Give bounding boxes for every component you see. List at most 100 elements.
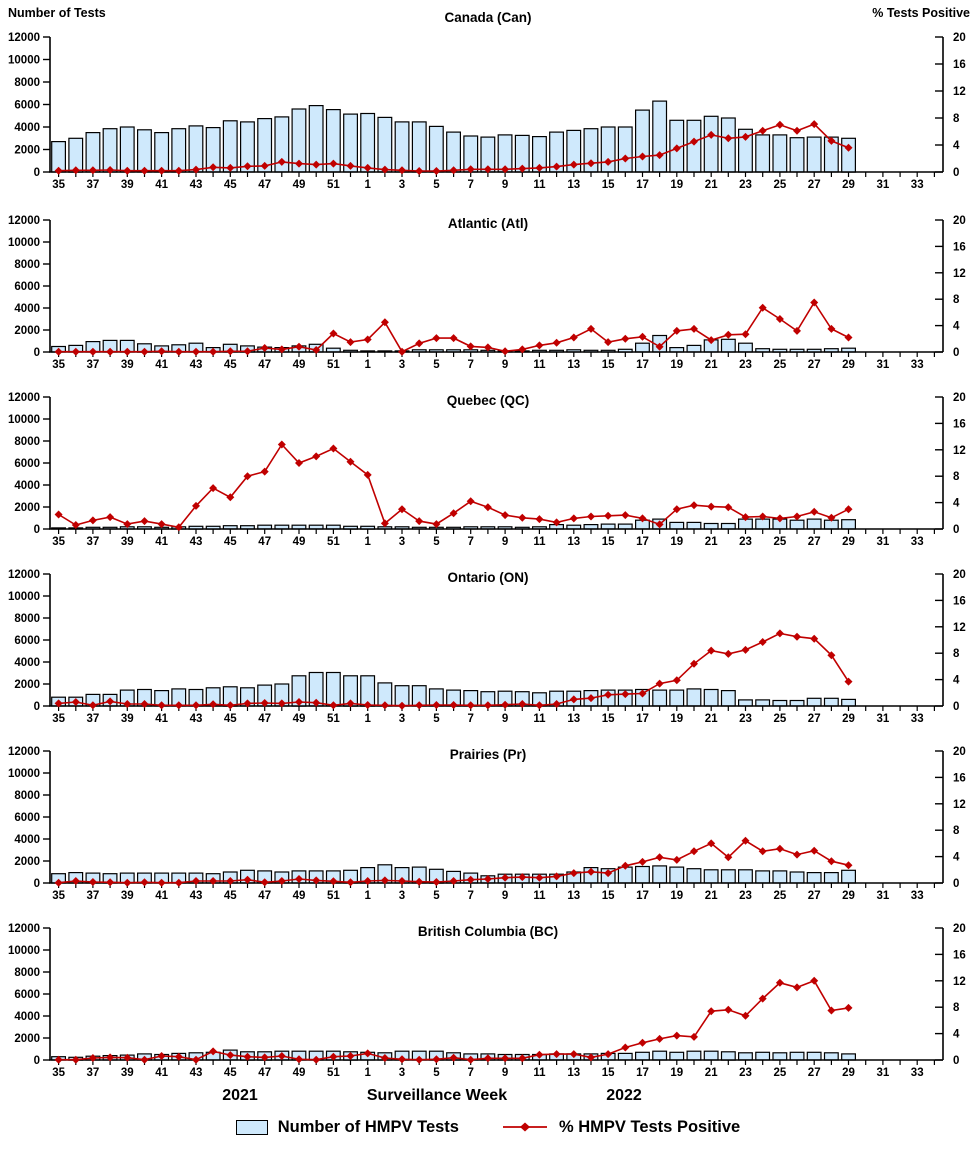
- svg-text:1: 1: [364, 890, 371, 902]
- svg-text:13: 13: [567, 536, 580, 548]
- legend: Number of HMPV Tests % HMPV Tests Positi…: [0, 1113, 976, 1141]
- svg-text:45: 45: [224, 890, 237, 902]
- x-axis-footer: 2021 Surveillance Week 2022: [0, 1087, 976, 1111]
- svg-text:43: 43: [190, 713, 203, 725]
- svg-text:17: 17: [636, 536, 649, 548]
- svg-text:12000: 12000: [8, 215, 40, 227]
- svg-text:41: 41: [155, 890, 168, 902]
- svg-text:6000: 6000: [14, 458, 40, 470]
- svg-text:7: 7: [467, 536, 473, 548]
- svg-text:45: 45: [224, 1067, 237, 1079]
- svg-text:7: 7: [467, 359, 473, 371]
- svg-text:35: 35: [52, 713, 65, 725]
- right-axis-title: % Tests Positive: [872, 6, 970, 20]
- svg-text:29: 29: [842, 1067, 855, 1079]
- svg-text:13: 13: [567, 179, 580, 191]
- svg-text:9: 9: [502, 890, 508, 902]
- svg-text:21: 21: [705, 713, 718, 725]
- panel-title-quebec: Quebec (QC): [446, 393, 530, 408]
- svg-text:6000: 6000: [14, 100, 40, 112]
- svg-text:0: 0: [953, 347, 959, 359]
- svg-text:25: 25: [774, 359, 787, 371]
- svg-text:20: 20: [953, 746, 966, 758]
- svg-text:2000: 2000: [14, 679, 40, 691]
- panel-title-atlantic: Atlantic (Atl): [447, 216, 529, 231]
- svg-text:11: 11: [533, 890, 546, 902]
- svg-text:39: 39: [121, 1067, 134, 1079]
- svg-text:8: 8: [953, 294, 960, 306]
- svg-text:29: 29: [842, 713, 855, 725]
- svg-text:31: 31: [877, 890, 890, 902]
- svg-text:29: 29: [842, 890, 855, 902]
- svg-text:5: 5: [433, 359, 440, 371]
- svg-text:15: 15: [602, 359, 615, 371]
- svg-text:41: 41: [155, 359, 168, 371]
- svg-text:12: 12: [953, 445, 966, 457]
- svg-text:37: 37: [87, 359, 100, 371]
- svg-text:39: 39: [121, 536, 134, 548]
- svg-text:33: 33: [911, 890, 924, 902]
- svg-text:35: 35: [52, 179, 65, 191]
- svg-text:33: 33: [911, 179, 924, 191]
- panel-british-columbia: British Columbia (BC) 0 2000 4000 6000 8000 1…: [0, 908, 976, 1085]
- svg-text:27: 27: [808, 1067, 821, 1079]
- svg-text:5: 5: [433, 713, 440, 725]
- svg-text:29: 29: [842, 359, 855, 371]
- svg-text:45: 45: [224, 536, 237, 548]
- svg-text:20: 20: [953, 923, 966, 935]
- svg-text:4: 4: [953, 321, 960, 333]
- svg-text:43: 43: [190, 359, 203, 371]
- svg-text:25: 25: [774, 179, 787, 191]
- svg-text:13: 13: [567, 713, 580, 725]
- svg-text:6000: 6000: [14, 281, 40, 293]
- svg-text:3: 3: [399, 536, 405, 548]
- svg-text:49: 49: [293, 713, 306, 725]
- svg-text:31: 31: [877, 359, 890, 371]
- svg-text:3: 3: [399, 713, 405, 725]
- svg-text:4000: 4000: [14, 657, 40, 669]
- svg-text:41: 41: [155, 536, 168, 548]
- svg-text:10000: 10000: [8, 237, 40, 249]
- svg-text:3: 3: [399, 890, 405, 902]
- svg-text:12: 12: [953, 799, 966, 811]
- svg-text:35: 35: [52, 890, 65, 902]
- svg-text:51: 51: [327, 536, 340, 548]
- svg-text:4000: 4000: [14, 834, 40, 846]
- svg-text:17: 17: [636, 890, 649, 902]
- svg-text:49: 49: [293, 179, 306, 191]
- svg-text:33: 33: [911, 359, 924, 371]
- panel-title-canada: Canada (Can): [444, 10, 532, 25]
- svg-text:17: 17: [636, 713, 649, 725]
- svg-text:51: 51: [327, 359, 340, 371]
- svg-text:11: 11: [533, 713, 546, 725]
- svg-text:47: 47: [258, 713, 271, 725]
- svg-text:7: 7: [467, 179, 473, 191]
- svg-text:15: 15: [602, 713, 615, 725]
- svg-text:31: 31: [877, 1067, 890, 1079]
- left-axis-title: Number of Tests: [8, 6, 106, 20]
- svg-text:19: 19: [670, 1067, 683, 1079]
- svg-text:31: 31: [877, 713, 890, 725]
- svg-text:15: 15: [602, 179, 615, 191]
- svg-text:33: 33: [911, 713, 924, 725]
- svg-text:43: 43: [190, 890, 203, 902]
- panel-title-british-columbia: British Columbia (BC): [417, 924, 559, 939]
- svg-text:10000: 10000: [8, 414, 40, 426]
- svg-text:12: 12: [953, 622, 966, 634]
- svg-text:11: 11: [533, 179, 546, 191]
- x-axis-title: Surveillance Week: [366, 1087, 508, 1104]
- svg-text:37: 37: [87, 536, 100, 548]
- svg-text:19: 19: [670, 536, 683, 548]
- svg-text:12000: 12000: [8, 392, 40, 404]
- svg-text:16: 16: [953, 59, 966, 71]
- svg-text:43: 43: [190, 179, 203, 191]
- svg-text:20: 20: [953, 32, 966, 44]
- svg-text:23: 23: [739, 713, 752, 725]
- legend-bar-swatch-icon: [235, 1119, 268, 1135]
- svg-text:15: 15: [602, 536, 615, 548]
- svg-text:9: 9: [502, 179, 508, 191]
- svg-text:20: 20: [953, 215, 966, 227]
- svg-text:11: 11: [533, 536, 546, 548]
